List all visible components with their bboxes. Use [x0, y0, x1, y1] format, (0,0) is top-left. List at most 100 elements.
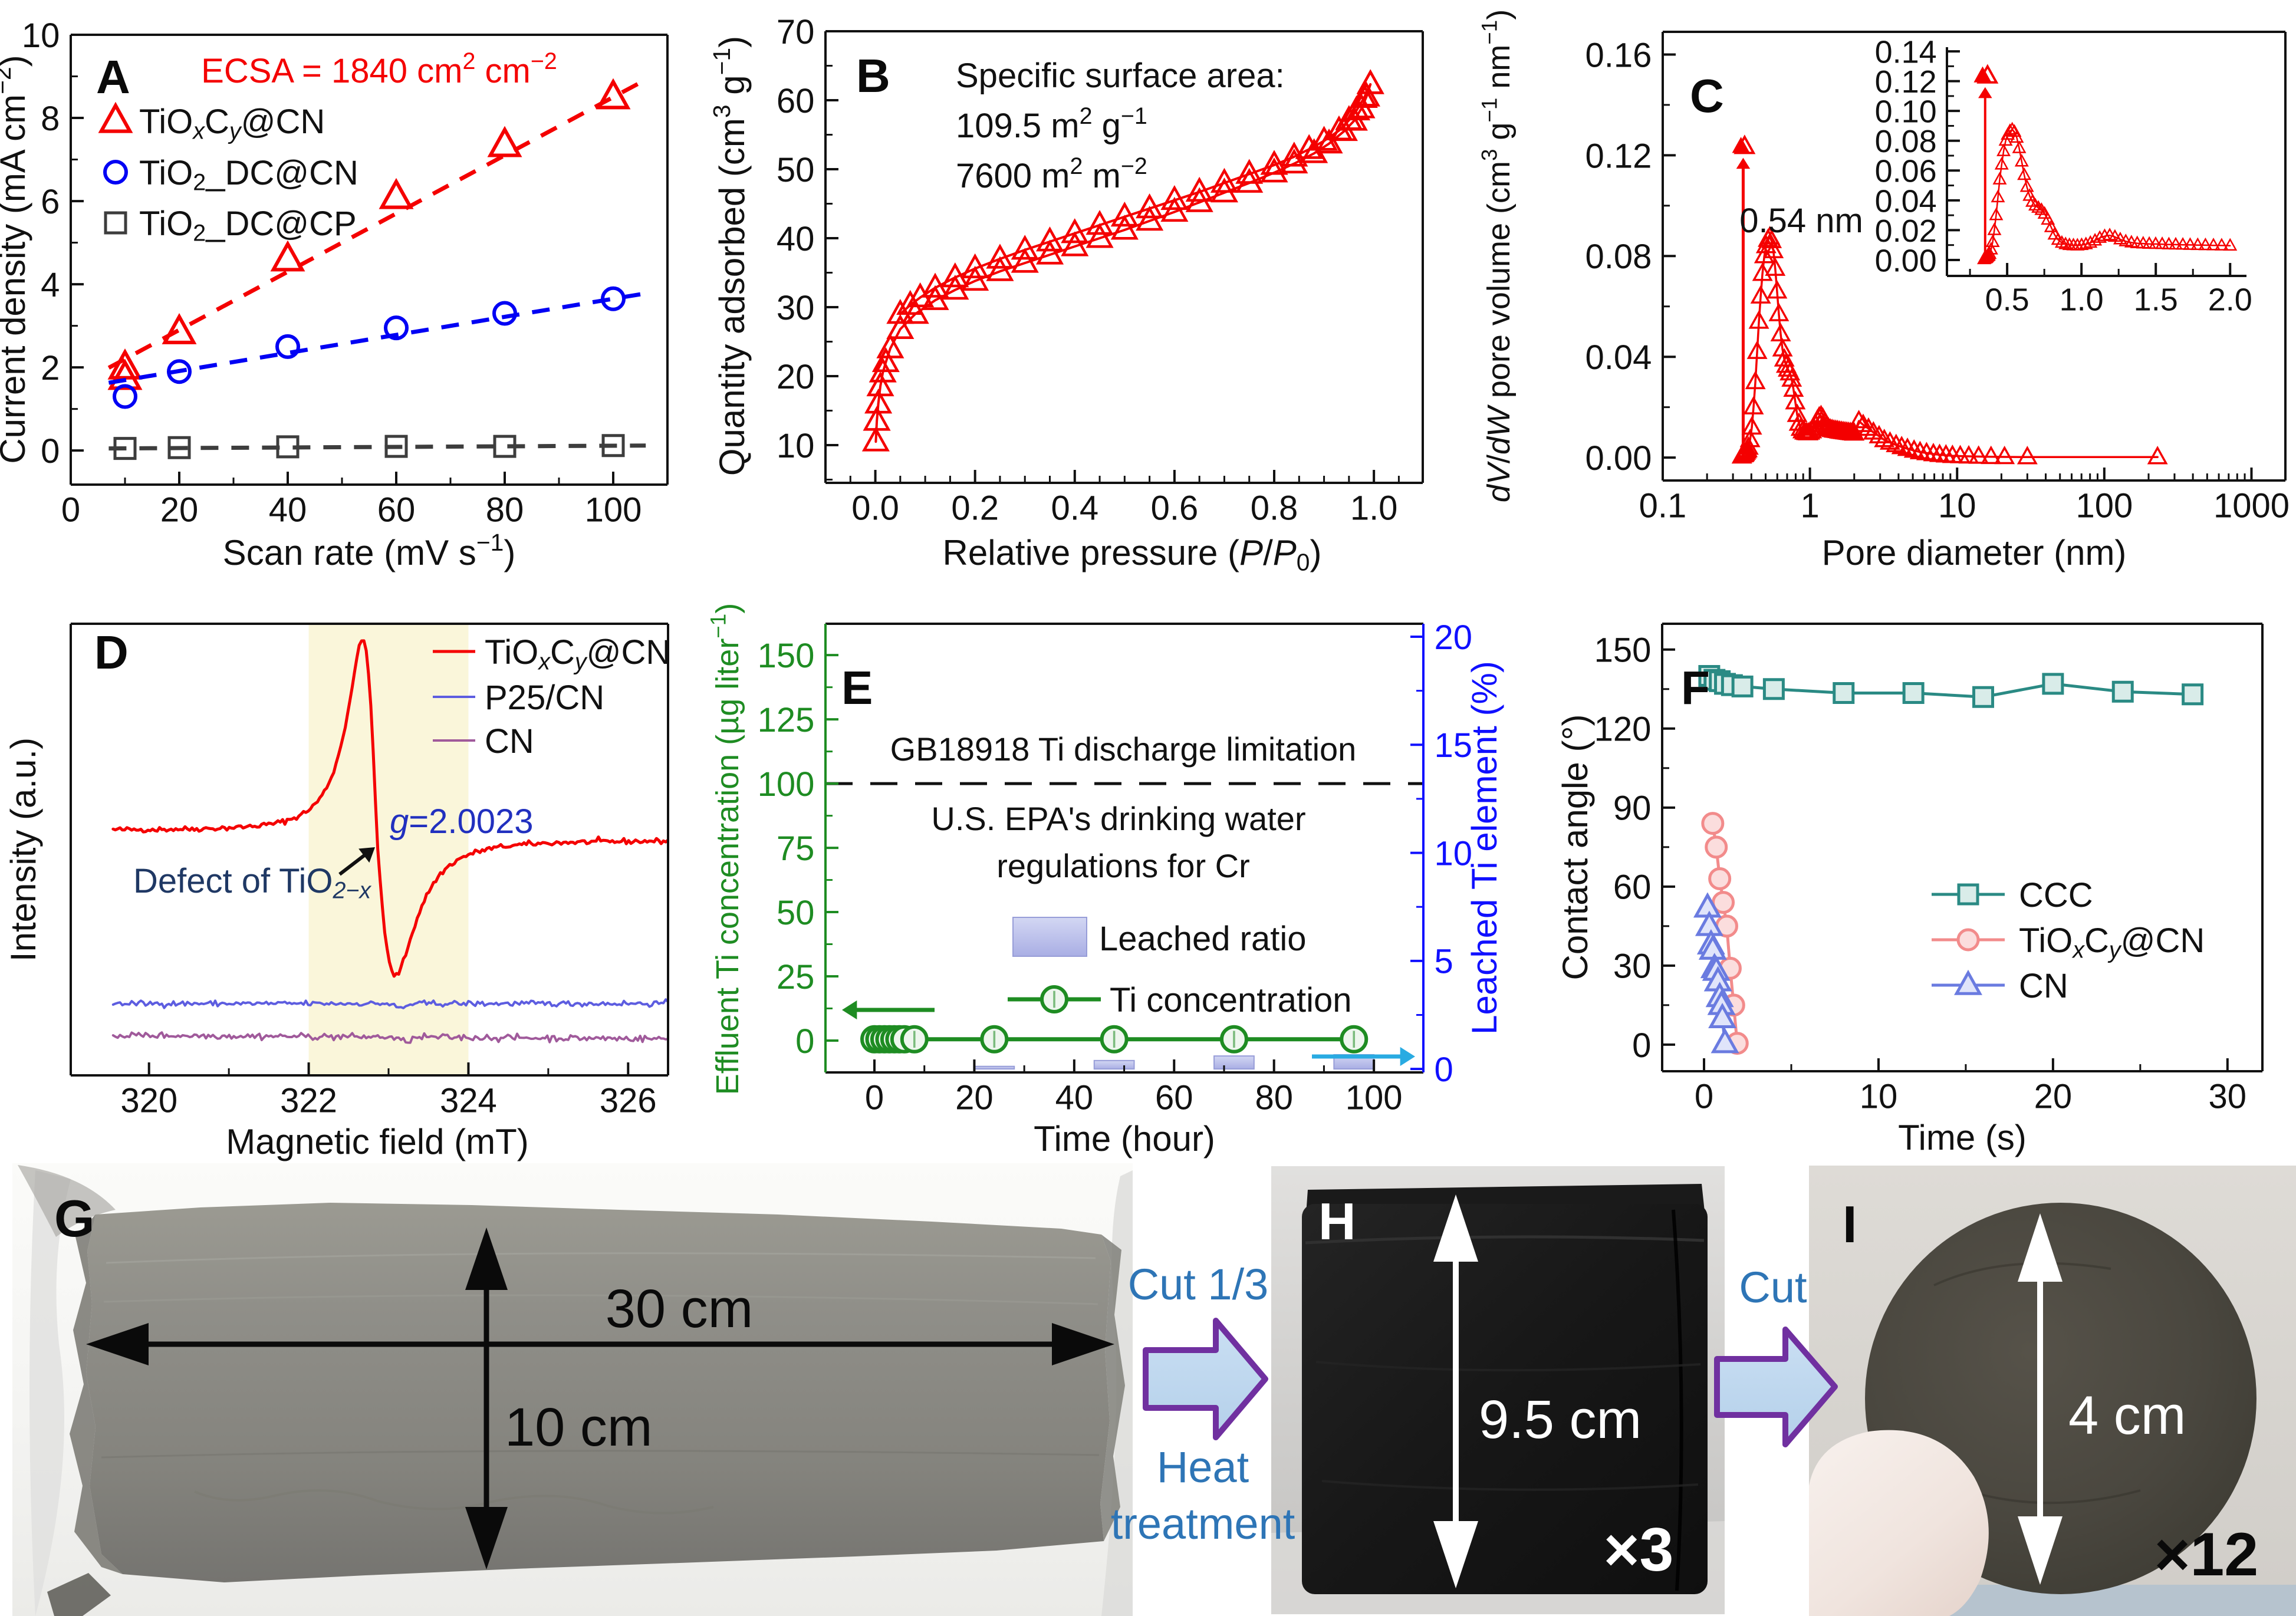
C-series-marker [1787, 403, 1808, 422]
C-inset-series-marker [2009, 130, 2024, 143]
photo-h-membrane-fold-line [1305, 1235, 1705, 1245]
E-x-tick-label: 100 [1346, 1079, 1403, 1117]
B-panel-letter: B [856, 50, 890, 102]
panel-d: 320 322 324 326 Magnetic field (mT) Intensity… [4, 623, 670, 1161]
F-y-axis-title: Contact angle (°) [1555, 715, 1595, 980]
photo-g-width-label: 30 cm [606, 1279, 754, 1339]
E-y-tick-label: 150 [758, 637, 815, 675]
D-panel-letter: D [94, 626, 129, 679]
C-inset-series-marker [2176, 237, 2190, 250]
C-inset-series-marker [2097, 228, 2112, 241]
E-y2-tick-label: 5 [1435, 943, 1453, 981]
D-legend-label: P25/CN [485, 679, 604, 717]
C-inset-series-marker [2169, 236, 2183, 250]
F-series-marker [1711, 1028, 1739, 1054]
C-series-marker [1869, 424, 1890, 444]
C-inset-series-marker [2058, 236, 2073, 249]
photo-g-membrane-sheet: G 30 cm 10 cm [12, 1163, 1133, 1616]
E-panel-letter: E [841, 661, 873, 714]
photo-h-heated-membrane: H 9.5 cm ×3 [1271, 1166, 1725, 1614]
B-series-marker [1136, 193, 1164, 219]
A-series-marker [107, 348, 143, 380]
C-inset-series-marker [2093, 230, 2107, 243]
F-series-marker [1902, 682, 1925, 704]
C-inset-series-line [1983, 129, 2231, 260]
A-legend-swatch-marker [103, 160, 128, 185]
C-inset-spike-marker-open [1976, 64, 1999, 84]
E-plot-area [825, 782, 1423, 1070]
C-x-axis-title: Pore diameter (nm) [1822, 533, 2127, 572]
E-annotation-text: regulations for Cr [996, 847, 1250, 884]
B-y-tick-label: 10 [777, 427, 815, 465]
A-x-tick-label: 60 [377, 491, 416, 529]
C-x-tick-label: 1 [1800, 487, 1819, 525]
C-inset-series-marker [1985, 234, 2000, 248]
B-annotation-text: Specific surface area: [956, 57, 1285, 95]
panel-a: 0 20 40 60 80 100 0 2 4 6 8 10 Scan rate (mV s−1) Cur… [0, 17, 669, 572]
C-inset-series-marker [1991, 189, 2005, 203]
C-spike-marker-open [1733, 134, 1756, 154]
C-inset-series-marker [2031, 200, 2046, 213]
A-x-tick-label: 0 [61, 491, 80, 529]
C-series-marker [1858, 417, 1879, 436]
C-spike-arrowhead [1736, 157, 1751, 169]
E-y-tick-label: 100 [758, 765, 815, 804]
A-plot-area [107, 78, 647, 460]
C-inset-x-tick-label: 1.0 [2060, 282, 2104, 317]
step1-label-line2: Heat [1157, 1443, 1249, 1492]
A-series-marker [601, 434, 625, 458]
C-inset-series-marker [2183, 237, 2198, 250]
photo-g-height-label: 10 cm [505, 1397, 653, 1457]
C-inset-x-tick-label: 2.0 [2208, 282, 2252, 317]
F-series-marker [1833, 682, 1855, 704]
B-series-marker [906, 282, 935, 308]
C-inset-series-marker [2044, 219, 2058, 232]
E-annotation-text: GB18918 Ti discharge limitation [890, 730, 1357, 768]
C-inset-series-marker [2162, 236, 2176, 250]
step1-label-line1: Cut 1/3 [1128, 1260, 1269, 1309]
B-plot-area [861, 69, 1384, 452]
panel-f: 0 10 20 30 0 30 60 90 120 150 Time (s) Contact angl… [1555, 623, 2264, 1157]
B-y-tick-label: 70 [777, 13, 815, 51]
F-legend-label: TiOxCy@CN [2019, 921, 2205, 963]
D-legend-label: CN [485, 722, 534, 761]
F-y-tick-label: 150 [1594, 631, 1652, 670]
D-annotation-text: Defect of TiO2−x [133, 862, 371, 903]
B-series-marker [1160, 185, 1189, 210]
A-series-marker [493, 435, 517, 458]
E-y-tick-label: 75 [777, 830, 815, 868]
photo-h-height-arrowhead-bottom [1433, 1521, 1478, 1588]
A-x-tick-label: 100 [585, 491, 642, 529]
D-x-tick-label: 320 [120, 1082, 177, 1120]
A-series-marker [492, 301, 517, 326]
F-legend-label: CCC [2019, 876, 2093, 914]
D-legend: TiOxCy@CN P25/CN CN [433, 633, 670, 761]
B-series-marker [1061, 218, 1089, 243]
photo-g-membrane [86, 1203, 1111, 1582]
B-series-marker [1260, 157, 1288, 183]
D-series-line [111, 998, 668, 1009]
photo-i-height-label: 4 cm [2068, 1385, 2186, 1446]
A-series-marker [379, 177, 414, 209]
B-series-marker [921, 272, 949, 298]
C-inset-series-marker [2054, 235, 2069, 248]
E-y-tick-label: 125 [758, 701, 815, 739]
C-series-marker [1765, 257, 1786, 276]
B-series-marker [861, 426, 890, 452]
A-annotation-text: ECSA = 1840 cm2 cm−2 [201, 48, 557, 90]
photo-i-count-label: ×12 [2154, 1520, 2258, 1589]
F-x-tick-label: 10 [1860, 1078, 1898, 1116]
photo-h-height-arrowhead-top [1433, 1194, 1478, 1262]
C-series-marker [2147, 446, 2168, 465]
B-series-marker [886, 314, 915, 339]
A-x-tick-label: 40 [269, 491, 307, 529]
B-series-marker [921, 285, 949, 310]
C-inset-series-marker [2014, 154, 2029, 167]
B-series-marker [863, 406, 891, 431]
C-series-marker [1768, 302, 1790, 321]
E-y2-tick-label: 10 [1435, 834, 1473, 873]
C-inset-y-tick-label: 0.12 [1875, 64, 1937, 100]
A-panel-letter: A [96, 51, 130, 103]
B-series-line [899, 83, 1372, 315]
